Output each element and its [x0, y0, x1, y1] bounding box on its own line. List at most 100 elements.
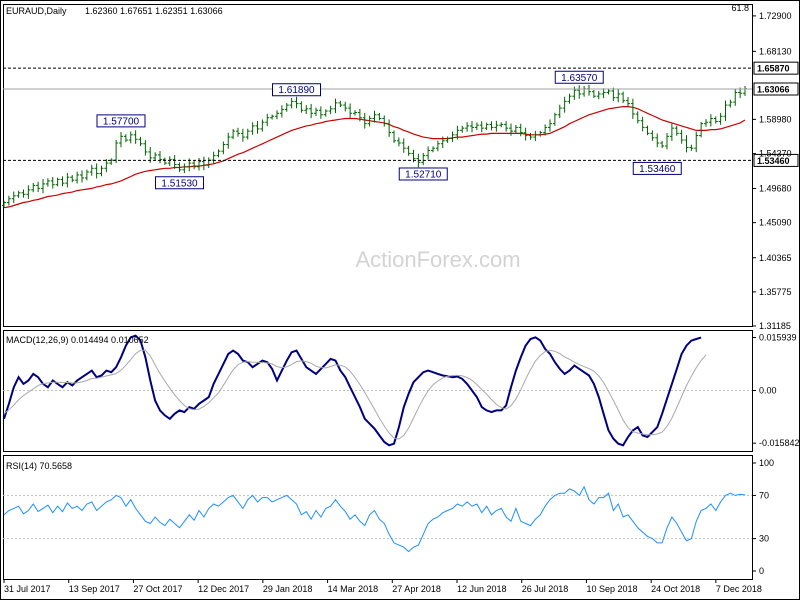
ohlc-bar — [299, 101, 304, 113]
ohlc-bar — [470, 121, 474, 133]
ohlc-bar — [11, 191, 16, 204]
ohlc-readout: 1.62360 1.67651 1.62351 1.63066 — [85, 6, 223, 16]
ohlc-bar — [587, 84, 591, 96]
ohlc-bar — [21, 189, 26, 198]
price-tag-box — [753, 82, 799, 96]
ohlc-bar — [640, 116, 645, 132]
ohlc-bar — [6, 195, 11, 206]
ohlc-bar — [250, 122, 255, 135]
ohlc-bar — [275, 110, 279, 120]
ohlc-bar — [294, 96, 299, 109]
x-tick-label: 7 Dec 2018 — [716, 584, 762, 594]
ohlc-bar — [221, 141, 226, 155]
x-tick-label: 14 Mar 2018 — [328, 584, 379, 594]
annotation-label: 1.53460 — [639, 164, 676, 175]
ohlc-bar — [372, 110, 377, 123]
annotation-label: 1.52710 — [405, 169, 442, 180]
ohlc-bar — [172, 155, 177, 169]
price-tag-box — [753, 153, 799, 167]
panel-frame-rsi — [3, 455, 753, 580]
ohlc-bar — [567, 93, 572, 104]
x-tick-labels: 31 Jul 2017 13 Sep 2017 27 Oct 2017 12 Dec … — [3, 579, 762, 594]
ohlc-bar — [192, 160, 197, 170]
ohlc-bar — [435, 140, 440, 152]
macd-main-line — [3, 334, 702, 447]
ohlc-bar — [552, 112, 557, 126]
ohlc-bar — [392, 130, 396, 143]
ohlc-bar — [396, 137, 401, 147]
ohlc-bar — [80, 170, 84, 183]
ohlc-bar — [211, 151, 216, 165]
ohlc-bar — [236, 127, 240, 137]
ohlc-bar — [601, 88, 606, 99]
x-tick-label: 29 Jan 2018 — [263, 584, 313, 594]
ohlc-bar — [650, 130, 655, 141]
ohlc-bar — [197, 157, 201, 171]
annotation-label: 1.57700 — [103, 116, 140, 127]
macd-title: MACD(12,26,9) 0.014494 0.010652 — [6, 335, 149, 345]
ohlc-bar — [504, 121, 509, 132]
ohlc-bar — [431, 146, 435, 153]
x-tick-label: 12 Jun 2018 — [457, 584, 507, 594]
ohlc-bar — [255, 121, 260, 134]
ohlc-bar — [689, 144, 694, 151]
x-tick-label: 27 Oct 2017 — [133, 584, 182, 594]
ohlc-bar — [499, 122, 504, 128]
annotation-box — [398, 167, 448, 181]
ohlc-bar — [167, 156, 172, 167]
ohlc-bar — [382, 115, 387, 127]
ohlc-bar — [509, 123, 513, 136]
ohlc-bar — [445, 136, 450, 143]
y-tick-label: 1.54370 — [759, 149, 792, 159]
ohlc-bar — [674, 125, 679, 136]
ohlc-bar — [533, 130, 538, 142]
rsi-line — [3, 485, 746, 553]
ohlc-bar — [70, 175, 75, 183]
x-tick-label: 27 Apr 2018 — [392, 584, 441, 594]
ohlc-bar — [270, 114, 275, 120]
ohlc-bar — [153, 152, 158, 161]
ohlc-bar — [338, 100, 343, 108]
rsi-tick-label: 100 — [759, 458, 774, 468]
ohlc-bar — [684, 135, 689, 153]
annotation-box — [632, 161, 682, 175]
ohlc-bar — [704, 119, 708, 127]
ohlc-bar — [562, 96, 567, 113]
annotation-box — [96, 114, 146, 128]
watermark: ActionForex.com — [355, 247, 520, 272]
ohlc-bar — [75, 171, 80, 184]
ohlc-bar — [65, 172, 70, 188]
macd-signal-line — [3, 349, 707, 440]
ohlc-bar — [343, 101, 348, 112]
y-tick-label: 1.58980 — [759, 114, 792, 124]
ohlc-bar — [543, 124, 548, 136]
ohlc-bar — [357, 108, 362, 122]
ohlc-bar — [494, 120, 499, 132]
ohlc-bar — [133, 130, 138, 144]
ohlc-bar — [123, 134, 128, 143]
ohlc-bar — [36, 181, 41, 193]
ohlc-bar — [109, 158, 114, 165]
price-tag-label: 1.65870 — [757, 64, 790, 74]
ohlc-bar — [284, 103, 289, 112]
ohlc-bar — [733, 88, 738, 106]
ohlc-bar — [484, 122, 489, 130]
ohlc-bar — [216, 149, 221, 158]
ohlc-bar — [26, 185, 31, 199]
rsi-tick-label: 30 — [759, 534, 769, 544]
ohlc-bar — [596, 90, 601, 100]
ohlc-bar — [611, 87, 616, 102]
y-tick-label: 1.49680 — [759, 184, 792, 194]
ohlc-bar — [99, 165, 104, 177]
ohlc-bar — [401, 138, 406, 153]
y-tick-label: 1.72900 — [759, 11, 792, 21]
macd-tick-label: 0.015939 — [759, 333, 797, 343]
ohlc-bar — [669, 123, 674, 141]
ohlc-bar — [279, 105, 284, 118]
ohlc-bar — [528, 132, 533, 140]
ohlc-bar — [206, 157, 211, 169]
ohlc-bar — [260, 119, 265, 132]
ohlc-bar — [231, 129, 236, 140]
